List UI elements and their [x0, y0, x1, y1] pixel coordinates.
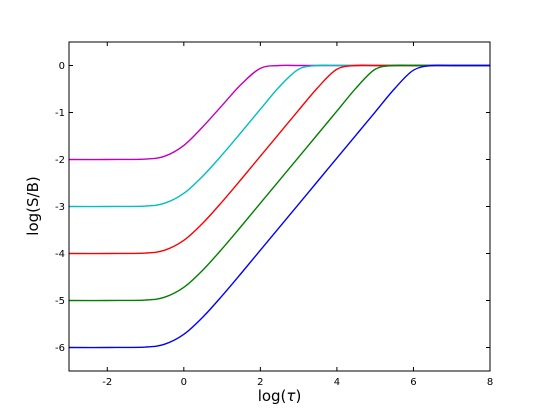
x-tick-label: -2	[102, 377, 112, 388]
x-tick-label: 2	[257, 377, 263, 388]
y-tick-label: -2	[55, 155, 65, 166]
y-tick-label: -3	[55, 202, 65, 213]
tick-labels: -2 0 2 4 6 8 0 -1 -2 -3 -4 -5 -6	[55, 61, 493, 388]
x-tick-label: 0	[181, 377, 187, 388]
y-axis-label: log(S/B)	[24, 176, 42, 235]
series-line-4	[68, 64, 490, 302]
y-tick-label: 0	[59, 61, 65, 72]
series-line-5	[68, 64, 490, 349]
series-group	[68, 64, 490, 349]
y-tick-label: -6	[55, 343, 65, 354]
x-tick-label: 6	[410, 377, 416, 388]
x-tick-label: 4	[334, 377, 340, 388]
y-tick-label: -1	[55, 108, 65, 119]
y-tick-label: -4	[55, 249, 65, 260]
series-line-3	[68, 64, 490, 255]
y-tick-label: -5	[55, 296, 65, 307]
plot-frame	[68, 41, 491, 372]
x-tick-label: 8	[487, 377, 493, 388]
x-axis-label: log(τ)	[258, 387, 302, 405]
